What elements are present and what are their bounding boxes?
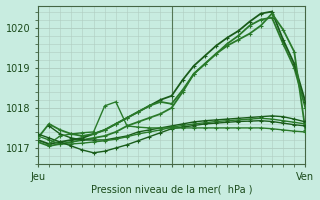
- X-axis label: Pression niveau de la mer(  hPa ): Pression niveau de la mer( hPa ): [91, 184, 252, 194]
